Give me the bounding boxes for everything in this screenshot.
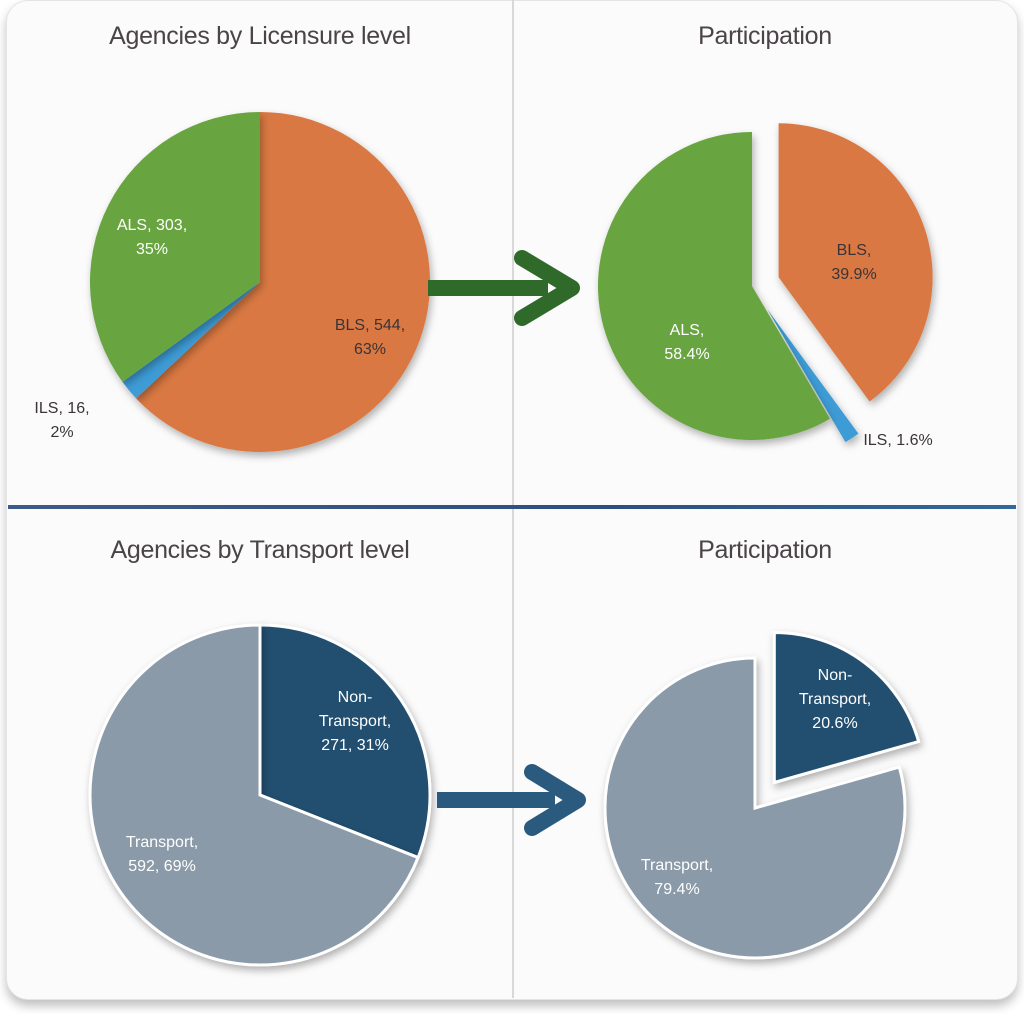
pie-slice-ils-0 [122, 282, 261, 399]
label-bls-participation: BLS, 39.9% [831, 242, 877, 283]
pie-slice-transport-2 [88, 623, 421, 967]
chart-title-transport: Agencies by Transport level [110, 536, 410, 564]
pie-slice-als-0 [90, 111, 260, 382]
arrow-transport [437, 764, 586, 836]
pie-slice-bls-0 [136, 112, 431, 452]
chart-title-licensure: Agencies by Licensure level [109, 22, 411, 50]
label-transport: Transport, 592, 69% [125, 834, 199, 875]
pie-slice-non-transport-2 [258, 623, 432, 860]
arrow-licensure [428, 250, 580, 326]
label-bls-licensure: BLS, 544, 63% [334, 317, 406, 358]
pie-slice-ils-1 [767, 309, 859, 443]
chart-title-participation-licensure: Participation [698, 22, 832, 50]
label-transport-participation: Transport, 79.4% [640, 857, 714, 898]
pie-slice-bls-1 [778, 123, 933, 402]
label-nontransport-participation: Non- Transport, 20.6% [798, 667, 872, 732]
label-als-participation: ALS, 58.4% [664, 322, 710, 363]
pie-slice-als-1 [598, 132, 831, 440]
horizontal-divider [8, 505, 1016, 509]
label-ils-participation: ILS, 1.6% [863, 432, 933, 449]
pie-slice-non-transport-3 [772, 630, 921, 785]
chart-title-participation-transport: Participation [698, 536, 832, 564]
vertical-divider [512, 0, 514, 998]
label-nontransport: Non- Transport, 271, 31% [318, 689, 392, 754]
pie-slice-transport-3 [603, 656, 907, 960]
label-als-licensure: ALS, 303, 35% [116, 217, 188, 258]
label-ils-licensure: ILS, 16, 2% [34, 400, 90, 441]
